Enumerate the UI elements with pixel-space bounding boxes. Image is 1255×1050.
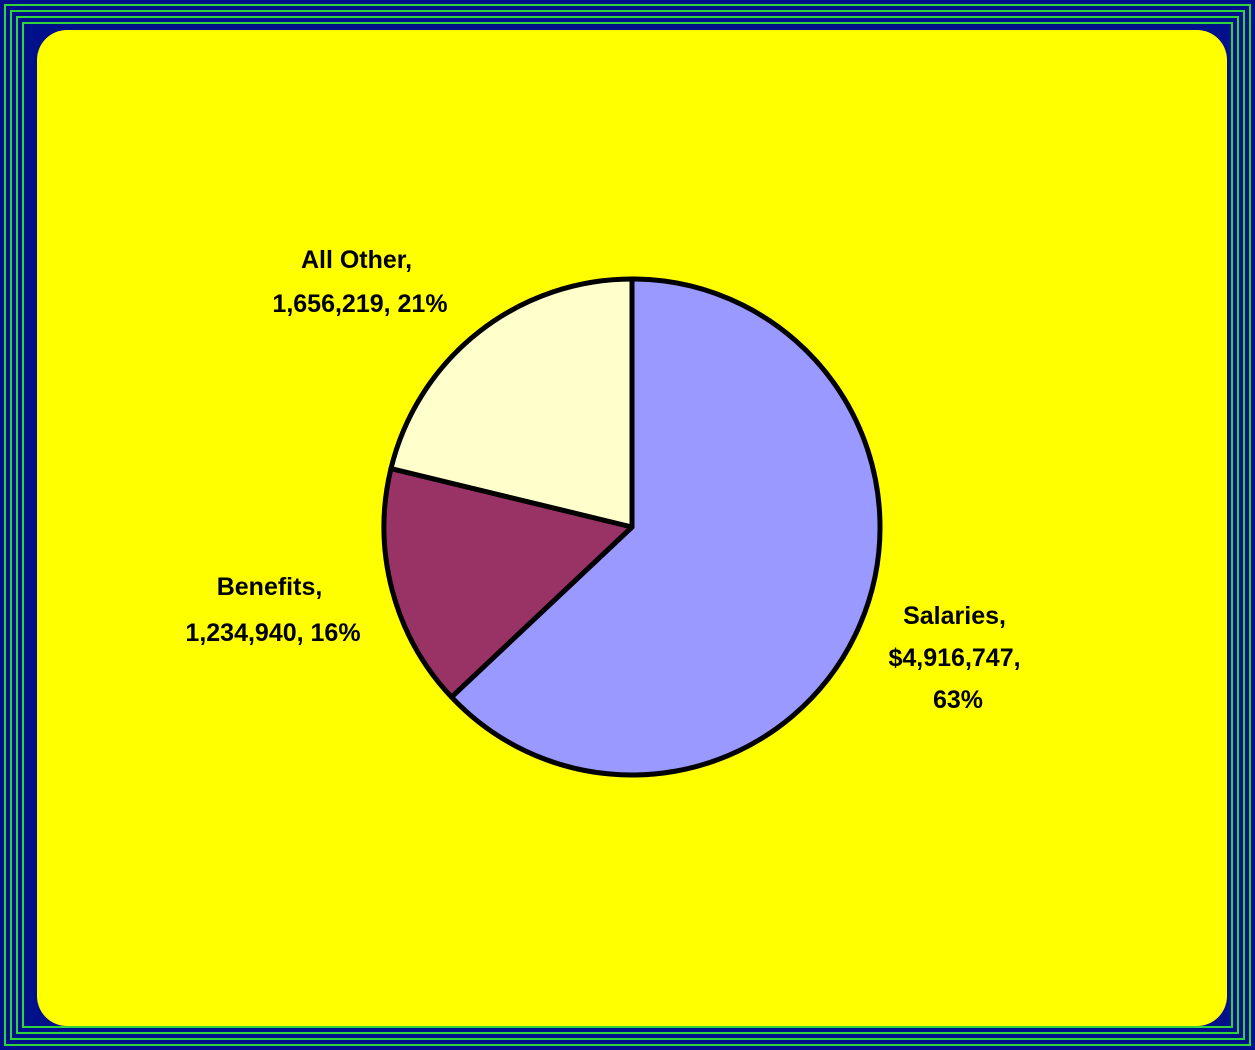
pie-labels: Salaries, $4,916,747, 63% Benefits, 1,23… [185,246,1027,714]
slice-label-salaries: Salaries, $4,916,747, 63% [888,602,1027,714]
slice-label-all-other: All Other, 1,656,219, 21% [272,246,447,318]
pie-slice-all-other [388,276,635,530]
pie-slices [381,276,883,778]
pie-slice-benefits [381,466,635,700]
pie-slice-salaries [449,276,883,778]
slice-label-benefits: Benefits, 1,234,940, 16% [185,573,360,647]
